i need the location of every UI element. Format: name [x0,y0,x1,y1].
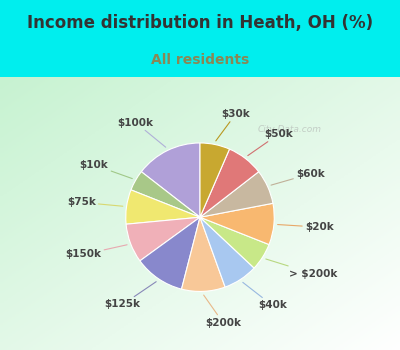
Text: $200k: $200k [204,295,241,328]
Text: Income distribution in Heath, OH (%): Income distribution in Heath, OH (%) [27,14,373,32]
Text: $50k: $50k [248,129,293,156]
Wedge shape [200,217,269,268]
Text: $75k: $75k [67,197,123,207]
Text: $20k: $20k [278,222,334,232]
Text: > $200k: > $200k [266,259,337,279]
Text: $125k: $125k [105,282,156,309]
Wedge shape [131,172,200,217]
Text: $150k: $150k [65,245,127,259]
Wedge shape [200,149,259,217]
Wedge shape [200,203,274,245]
Wedge shape [126,217,200,261]
Text: $100k: $100k [118,118,166,147]
Text: $60k: $60k [271,169,325,185]
Wedge shape [126,190,200,224]
Wedge shape [200,172,273,217]
Wedge shape [140,217,200,289]
Text: $30k: $30k [216,109,250,141]
Wedge shape [182,217,225,292]
Text: $10k: $10k [80,160,132,178]
Text: $40k: $40k [243,282,287,310]
Wedge shape [200,217,254,287]
Wedge shape [200,143,230,217]
Text: City-Data.com: City-Data.com [258,126,322,134]
Text: All residents: All residents [151,53,249,67]
Wedge shape [141,143,200,217]
